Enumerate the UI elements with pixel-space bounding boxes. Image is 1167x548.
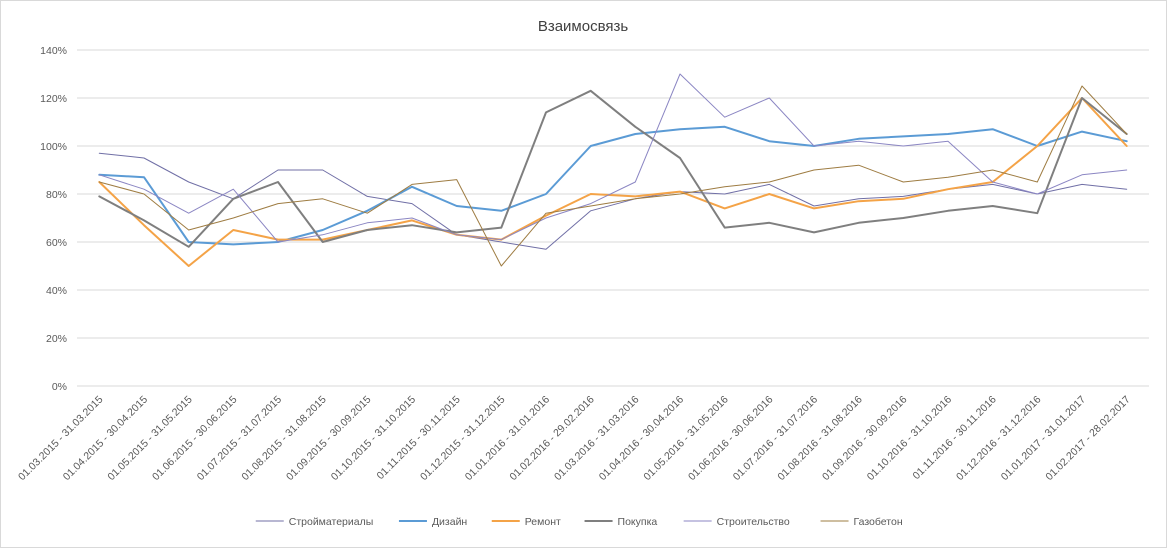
y-tick-label: 60%	[46, 237, 67, 249]
legend-label: Строительство	[717, 516, 790, 528]
x-tick-label: 01.03.2016 - 31.03.2016	[552, 394, 642, 484]
x-tick-label: 01.08.2015 - 31.08.2015	[239, 394, 329, 484]
y-tick-label: 100%	[40, 141, 67, 153]
y-tick-label: 0%	[52, 381, 67, 393]
x-tick-label: 01.11.2015 - 30.11.2015	[374, 394, 462, 482]
y-tick-label: 20%	[46, 333, 67, 345]
series-line-2	[98, 97, 1128, 267]
x-tick-label: 01.07.2015 - 31.07.2015	[195, 394, 285, 484]
y-tick-label: 120%	[40, 93, 67, 105]
x-tick-label: 01.04.2016 - 30.04.2016	[597, 394, 687, 484]
x-tick-label: 01.11.2016 - 30.11.2016	[910, 394, 998, 482]
x-tick-label: 01.12.2016 - 31.12.2016	[954, 394, 1044, 484]
legend-label: Ремонт	[525, 516, 561, 528]
x-tick-label: 01.01.2017 - 31.01.2017	[999, 394, 1089, 484]
x-tick-label: 01.01.2016 - 31.01.2016	[463, 394, 553, 484]
legend: Стройматериалы Дизайн Ремонт Покупка Строите…	[255, 516, 903, 528]
chart-title: Взаимосвязь	[538, 18, 629, 35]
x-tick-label: 01.04.2015 - 30.04.2015	[61, 394, 151, 484]
series-line-5	[98, 85, 1128, 267]
y-tick-label: 140%	[40, 45, 67, 57]
x-tick-label: 01.02.2017 - 28.02.2017	[1043, 394, 1133, 484]
series-line-3	[98, 89, 1128, 248]
series-line-4	[98, 73, 1128, 243]
x-tick-label: 01.05.2015 - 31.05.2015	[105, 394, 195, 484]
x-tick-label: 01.09.2016 - 30.09.2016	[820, 394, 910, 484]
legend-label: Дизайн	[432, 516, 467, 528]
x-tick-label: 01.06.2016 - 30.06.2016	[686, 394, 776, 484]
x-tick-label: 01.09.2015 - 30.09.2015	[284, 394, 374, 484]
x-tick-label: 01.06.2015 - 30.06.2015	[150, 394, 240, 484]
x-tick-label: 01.08.2016 - 31.08.2016	[775, 394, 865, 484]
legend-label: Покупка	[618, 516, 658, 528]
x-tick-label: 01.03.2015 - 31.03.2015	[16, 394, 106, 484]
series-lines	[98, 73, 1128, 267]
x-tick-label: 01.12.2015 - 31.12.2015	[418, 394, 508, 484]
x-tick-label: 01.07.2016 - 31.07.2016	[731, 394, 821, 484]
y-tick-label: 80%	[46, 189, 67, 201]
x-tick-label: 01.05.2016 - 31.05.2016	[641, 394, 731, 484]
x-tick-label: 01.10.2015 - 31.10.2015	[329, 394, 419, 484]
x-tick-label: 01.02.2016 - 29.02.2016	[507, 394, 597, 484]
legend-label: Стройматериалы	[289, 516, 374, 528]
x-tick-label: 01.10.2016 - 31.10.2016	[865, 394, 955, 484]
gridlines	[77, 49, 1149, 387]
y-axis-ticks: 0% 20% 40% 60% 80% 100% 120% 140%	[40, 45, 67, 393]
y-tick-label: 40%	[46, 285, 67, 297]
legend-label: Газобетон	[854, 516, 903, 528]
series-line-1	[98, 125, 1128, 246]
